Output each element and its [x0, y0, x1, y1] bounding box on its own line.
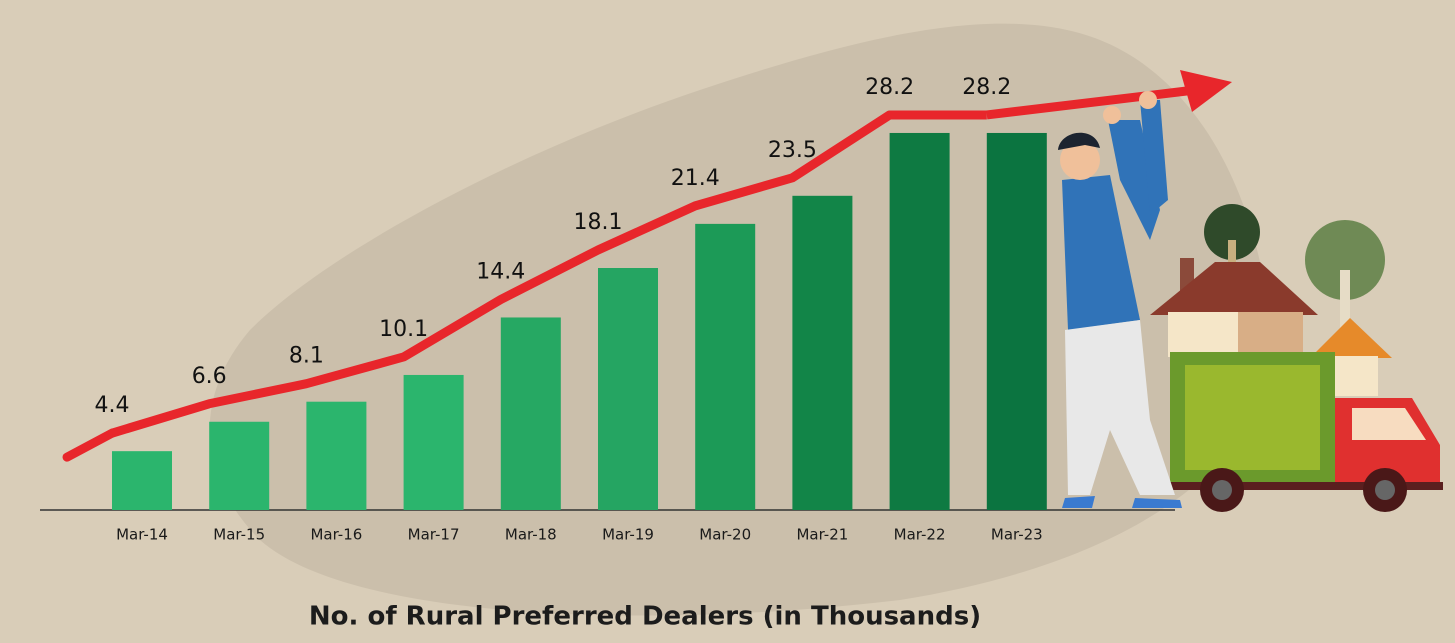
illustration-truck [1168, 352, 1443, 512]
bar [890, 133, 950, 510]
bar [501, 317, 561, 510]
value-label: 10.1 [379, 317, 428, 342]
bar [598, 268, 658, 510]
value-label: 28.2 [865, 75, 914, 100]
x-tick-label: Mar-23 [991, 526, 1043, 544]
value-label: 23.5 [768, 138, 817, 163]
x-tick-label: Mar-18 [505, 526, 557, 544]
value-label: 21.4 [671, 166, 720, 191]
value-label: 18.1 [574, 210, 623, 235]
value-label: 6.6 [192, 364, 227, 389]
bar [792, 196, 852, 510]
chart: Mar-14 Mar-15 Mar-16 Mar-17 Mar-18 Mar-19 Mar-… [0, 0, 1455, 639]
bar [112, 451, 172, 510]
x-tick-label: Mar-21 [796, 526, 848, 544]
x-tick-label: Mar-16 [310, 526, 362, 544]
x-tick-label: Mar-14 [116, 526, 168, 544]
bar [209, 422, 269, 510]
page: {"chart_data": {"type": "bar", "title": … [0, 0, 1455, 639]
value-label: 28.2 [962, 75, 1011, 100]
x-tick-label: Mar-19 [602, 526, 654, 544]
bar [695, 224, 755, 510]
trend-arrowhead [1180, 70, 1232, 112]
bar [987, 133, 1047, 510]
trend-tail [67, 433, 112, 457]
bar [306, 402, 366, 510]
x-tick-label: Mar-20 [699, 526, 751, 544]
value-label: 14.4 [476, 259, 525, 284]
x-tick-label: Mar-17 [408, 526, 460, 544]
bar [404, 375, 464, 510]
value-label: 8.1 [289, 344, 324, 369]
chart-title: No. of Rural Preferred Dealers (in Thous… [309, 602, 981, 632]
x-tick-label: Mar-22 [894, 526, 946, 544]
value-label: 4.4 [95, 393, 130, 418]
x-tick-label: Mar-15 [213, 526, 265, 544]
